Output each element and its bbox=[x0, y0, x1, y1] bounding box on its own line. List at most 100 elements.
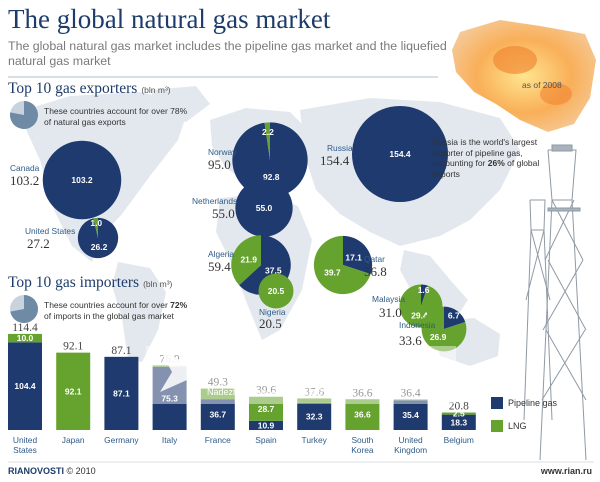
bar-turkey-total: 37.6 bbox=[304, 386, 324, 398]
bar-united-states: 114.4 104.4 10.0 bbox=[8, 322, 42, 430]
bar-united-states-pipeline bbox=[8, 342, 42, 430]
bar-france: 49.3 36.7 bbox=[200, 377, 235, 430]
bar-spain-pipeline bbox=[249, 420, 283, 430]
bar-label-belgium: Belgium bbox=[443, 435, 474, 445]
rianovosti-logo: RIANOVOSTI bbox=[8, 466, 65, 476]
exporter-total-russia: 154.4 bbox=[320, 153, 350, 168]
russia-note: Russia is the world's largest exporter o… bbox=[432, 137, 550, 179]
exporters-share-pie bbox=[10, 101, 39, 130]
bar-united-states-pipeline-value: 104.4 bbox=[14, 381, 36, 391]
bubble-qatar-pipeline-value: 17.1 bbox=[345, 252, 362, 262]
importers-heading-text: Top 10 gas importers bbox=[8, 274, 140, 291]
rig-tower-mid-platform bbox=[547, 207, 581, 212]
bar-france-pipeline bbox=[200, 399, 235, 430]
bubble-norway-pipeline-slice bbox=[232, 122, 308, 198]
sputnik-logo-mark bbox=[160, 350, 205, 392]
rig-tower-secondary bbox=[523, 199, 553, 421]
bubble-netherlands-full bbox=[235, 179, 293, 237]
exporter-name-algeria: Algeria bbox=[208, 249, 235, 259]
gas-field-blob bbox=[540, 83, 572, 105]
bar-united-kingdom-lng bbox=[393, 399, 428, 401]
bubble-canada-value: 103.2 bbox=[71, 175, 93, 185]
bar-south-korea: 36.6 36.6 bbox=[345, 387, 380, 430]
importer-bar-chart: 114.4104.410.092.192.187.187.176.975.349… bbox=[8, 322, 476, 430]
bubble-russia: 154.4 bbox=[352, 106, 448, 202]
bubble-indonesia-pipeline-slice bbox=[444, 306, 466, 329]
bar-label-south-korea: South Korea bbox=[351, 435, 374, 455]
exporters-heading-text: Top 10 gas exporters bbox=[8, 80, 138, 97]
bar-turkey-pipeline-value: 32.3 bbox=[306, 411, 323, 421]
exporter-name-netherlands: Netherlands bbox=[192, 196, 238, 206]
exporter-total-nigeria: 20.5 bbox=[259, 316, 282, 331]
bar-south-korea-lng-value: 36.6 bbox=[354, 410, 371, 420]
bar-japan-lng-value: 92.1 bbox=[65, 386, 82, 396]
bar-united-kingdom-pipeline-value: 35.4 bbox=[402, 410, 419, 420]
footer-url: www.rian.ru bbox=[540, 466, 592, 476]
bar-belgium-pipeline bbox=[441, 414, 476, 430]
map-south-america bbox=[112, 262, 166, 362]
exporter-name-indonesia: Indonesia bbox=[399, 320, 436, 330]
bar-france-lng bbox=[200, 388, 235, 400]
importers-share-pie bbox=[10, 295, 38, 324]
importers-heading: Top 10 gas importers (bln m³) bbox=[8, 274, 172, 292]
bubble-united-states-pipeline-value: 26.2 bbox=[91, 242, 108, 252]
rig-tower-top bbox=[551, 144, 573, 152]
watermark-credit: Nadezhda Andrianova #636995 bbox=[207, 387, 334, 397]
bar-label-italy: Italy bbox=[161, 435, 178, 445]
bubble-norway-lng-value: 2.2 bbox=[262, 127, 274, 137]
bubble-malaysia-lng-value: 29.4 bbox=[411, 311, 428, 321]
exporter-total-qatar: 56.8 bbox=[364, 264, 387, 279]
map-greenland bbox=[150, 86, 210, 122]
bar-germany-pipeline-value: 87.1 bbox=[113, 388, 130, 398]
bar-label-united-states: United States bbox=[12, 435, 38, 455]
page-subtitle: The global natural gas market includes t… bbox=[8, 39, 447, 68]
exporter-total-united-states: 27.2 bbox=[27, 236, 50, 251]
bar-italy-pipeline-value: 75.3 bbox=[161, 393, 178, 403]
bubble-nigeria-value: 20.5 bbox=[268, 286, 285, 296]
bubble-malaysia-pipeline-slice bbox=[421, 284, 428, 306]
exporter-total-canada: 103.2 bbox=[10, 173, 40, 188]
russia-gas-map bbox=[452, 20, 596, 132]
map-southeast-asia bbox=[400, 250, 468, 318]
bar-spain-total: 39.6 bbox=[256, 385, 276, 397]
bubble-canada: 103.2 bbox=[42, 140, 122, 220]
bar-label-japan: Japan bbox=[61, 435, 85, 445]
importers-note-post: of imports in the global gas market bbox=[44, 310, 174, 321]
bar-turkey: 37.6 32.3 bbox=[297, 386, 332, 430]
importers-unit: (bln m³) bbox=[143, 279, 173, 289]
exporter-name-norway: Norway bbox=[208, 147, 237, 157]
bar-france-pipeline-value: 36.7 bbox=[210, 410, 227, 420]
importers-share-share-slice bbox=[10, 295, 38, 324]
importers-note-pre: These countries account for over bbox=[44, 300, 171, 310]
bar-turkey-lng bbox=[297, 398, 332, 403]
bar-belgium-total: 20.8 bbox=[449, 401, 469, 413]
bar-spain-lng bbox=[249, 396, 283, 421]
footer-brand: RIANOVOSTI © 2010 bbox=[8, 466, 96, 476]
legend-label-lng: LNG bbox=[508, 421, 527, 431]
bubble-canada-full bbox=[42, 140, 122, 220]
bar-label-germany: Germany bbox=[104, 435, 139, 445]
bar-spain: 39.6 10.9 28.7 bbox=[249, 385, 283, 430]
bubble-russia-value: 154.4 bbox=[389, 149, 411, 159]
bubble-indonesia-lng-value: 26.9 bbox=[430, 332, 447, 342]
exporter-name-qatar: Qatar bbox=[364, 254, 385, 264]
footer-copyright: © 2010 bbox=[66, 466, 96, 476]
bar-south-korea-total: 36.6 bbox=[352, 387, 372, 399]
exporters-heading: Top 10 gas exporters (bln m³) bbox=[8, 80, 171, 98]
russia-note-pre: Russia is the world's largest exporter o… bbox=[432, 137, 538, 168]
bar-belgium-lng bbox=[441, 412, 476, 415]
exporter-total-indonesia: 33.6 bbox=[399, 333, 422, 348]
legend-swatch-lng bbox=[491, 420, 503, 432]
bar-south-korea-lng bbox=[345, 399, 380, 430]
bar-label-turkey: Turkey bbox=[301, 435, 327, 445]
bar-label-france: France bbox=[204, 435, 231, 445]
rig-tower-braces bbox=[541, 199, 587, 401]
bar-united-kingdom-pipeline bbox=[393, 400, 428, 430]
bar-united-states-total: 114.4 bbox=[12, 322, 38, 334]
bar-label-united-kingdom: United Kingdom bbox=[394, 435, 428, 455]
exporters-unit: (bln m³) bbox=[141, 85, 171, 95]
bubble-netherlands: 55.0 bbox=[235, 179, 293, 237]
gas-field-blob bbox=[493, 46, 537, 74]
exporter-total-netherlands: 55.0 bbox=[212, 206, 235, 221]
